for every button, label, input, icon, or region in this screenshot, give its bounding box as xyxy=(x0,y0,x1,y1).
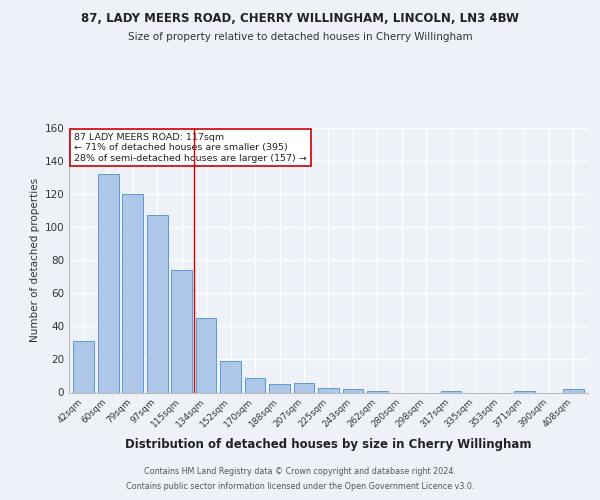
Bar xyxy=(440,391,461,392)
Text: Contains public sector information licensed under the Open Government Licence v3: Contains public sector information licen… xyxy=(126,482,474,491)
Bar xyxy=(318,388,339,392)
Bar xyxy=(171,270,192,392)
Y-axis label: Number of detached properties: Number of detached properties xyxy=(30,178,40,342)
Bar xyxy=(367,391,388,392)
Bar xyxy=(293,382,314,392)
Text: 87, LADY MEERS ROAD, CHERRY WILLINGHAM, LINCOLN, LN3 4BW: 87, LADY MEERS ROAD, CHERRY WILLINGHAM, … xyxy=(81,12,519,26)
Text: 87 LADY MEERS ROAD: 117sqm
← 71% of detached houses are smaller (395)
28% of sem: 87 LADY MEERS ROAD: 117sqm ← 71% of deta… xyxy=(74,133,307,162)
Bar xyxy=(245,378,265,392)
Bar xyxy=(122,194,143,392)
Bar xyxy=(269,384,290,392)
Bar xyxy=(514,391,535,392)
Bar xyxy=(220,361,241,392)
Text: Size of property relative to detached houses in Cherry Willingham: Size of property relative to detached ho… xyxy=(128,32,472,42)
Text: Contains HM Land Registry data © Crown copyright and database right 2024.: Contains HM Land Registry data © Crown c… xyxy=(144,467,456,476)
Bar xyxy=(343,389,364,392)
Bar xyxy=(147,216,167,392)
Bar xyxy=(563,389,584,392)
Bar xyxy=(98,174,119,392)
X-axis label: Distribution of detached houses by size in Cherry Willingham: Distribution of detached houses by size … xyxy=(125,438,532,451)
Bar xyxy=(196,318,217,392)
Bar xyxy=(73,341,94,392)
